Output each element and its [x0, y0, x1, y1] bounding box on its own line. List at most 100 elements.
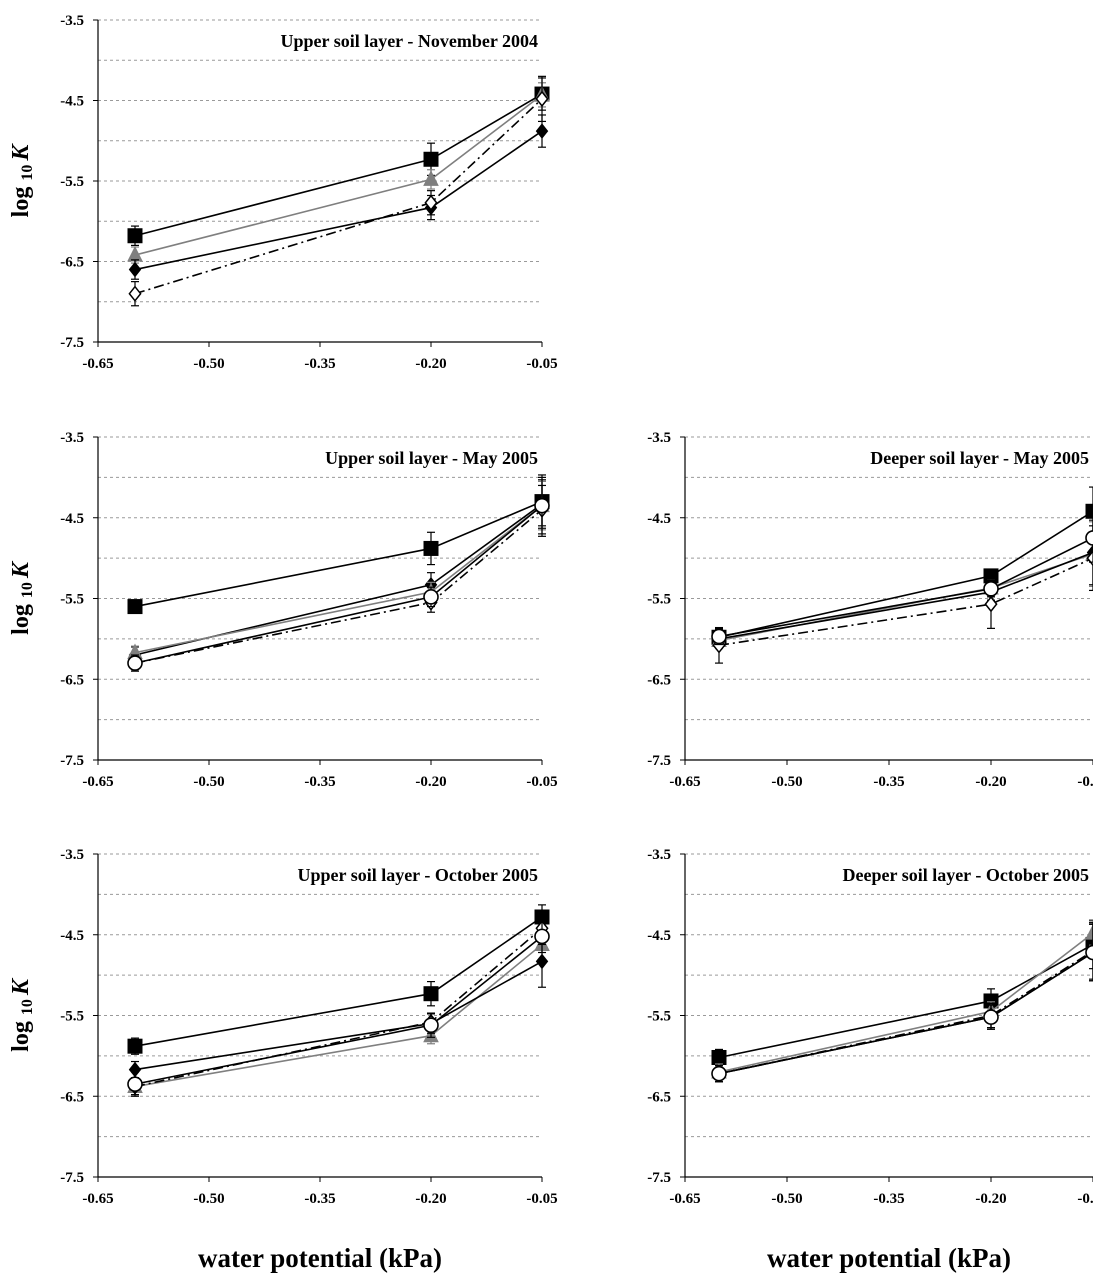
- x-tick-label: -0.35: [304, 774, 335, 790]
- y-tick-label: -7.5: [647, 1170, 671, 1186]
- diamond-marker: [535, 953, 549, 970]
- circle-marker: [423, 589, 439, 605]
- x-tick-label: -0.35: [873, 1191, 904, 1207]
- y-axis-label-main: log: [8, 598, 34, 635]
- series-open-diamond: [128, 911, 549, 1096]
- x-tick-label: -0.65: [82, 774, 113, 790]
- diamond-marker: [128, 261, 142, 278]
- x-tick-label: -0.50: [193, 774, 224, 790]
- x-tick-label: -0.20: [415, 356, 446, 372]
- series-diamond: [128, 479, 549, 664]
- x-axis-label: water potential (kPa): [198, 1243, 442, 1273]
- series-triangle: [127, 82, 550, 264]
- triangle-marker: [1085, 924, 1093, 940]
- y-axis-label-main: log: [8, 1015, 34, 1052]
- series-diamond: [128, 114, 549, 280]
- series-circle: [127, 919, 550, 1097]
- series-line: [134, 94, 543, 256]
- y-tick-label: -4.5: [60, 94, 84, 110]
- open-diamond-marker: [424, 194, 438, 211]
- x-tick-label: -0.35: [304, 356, 335, 372]
- series-triangle: [127, 927, 550, 1096]
- square-marker: [423, 151, 439, 167]
- x-tick-label: -0.65: [669, 774, 700, 790]
- chart-title: Upper soil layer - November 2004: [281, 31, 538, 51]
- series-diamond: [712, 923, 1093, 1083]
- y-tick-label: -3.5: [60, 847, 84, 863]
- x-tick-label: -0.05: [526, 774, 557, 790]
- circle-marker: [534, 928, 550, 945]
- chart-panel-p1: -3.5 -4.5 -5.5 -6.5 -7.5 -0.65 -0.50 -0.35 -0.20…: [8, 13, 558, 372]
- y-tick-label: -5.5: [647, 592, 671, 608]
- series-square: [711, 919, 1093, 1067]
- y-tick-label: -6.5: [60, 1089, 84, 1105]
- circle-marker: [1085, 944, 1093, 961]
- square-marker: [1085, 936, 1093, 952]
- x-tick-label: -0.05: [1077, 774, 1093, 790]
- x-tick-label: -0.65: [82, 356, 113, 372]
- square-marker: [423, 986, 439, 1002]
- chart-panel-p4: -3.5 -4.5 -5.5 -6.5 -7.5 -0.65 -0.50 -0.35 -0.20…: [8, 847, 558, 1273]
- square-marker: [423, 540, 439, 556]
- series-line: [134, 130, 543, 271]
- y-axis-label: log 10 K: [8, 143, 36, 218]
- y-tick-label: -3.5: [60, 430, 84, 446]
- series-circle: [127, 474, 550, 671]
- x-tick-label: -0.05: [526, 356, 557, 372]
- square-marker: [127, 228, 143, 244]
- series-line: [134, 927, 543, 1088]
- x-tick-label: -0.65: [669, 1191, 700, 1207]
- triangle-marker: [423, 170, 439, 186]
- square-marker: [127, 1038, 143, 1054]
- series-circle: [711, 513, 1093, 646]
- x-tick-label: -0.20: [415, 774, 446, 790]
- y-tick-label: -7.5: [60, 753, 84, 769]
- series-open-diamond: [128, 75, 549, 307]
- y-axis-label-main: log: [8, 181, 34, 218]
- series-line: [718, 932, 1093, 1073]
- chart-title: Deeper soil layer - October 2005: [843, 865, 1089, 885]
- series-triangle: [127, 480, 550, 660]
- circle-marker: [423, 1017, 439, 1033]
- square-marker: [127, 599, 143, 615]
- series-line: [718, 553, 1093, 642]
- series-line: [134, 916, 543, 1047]
- y-axis-label-sub: 10: [19, 995, 36, 1015]
- y-tick-label: -6.5: [647, 1089, 671, 1105]
- circle-marker: [983, 1009, 999, 1025]
- y-tick-label: -3.5: [60, 13, 84, 29]
- y-axis-label-var: K: [8, 977, 34, 996]
- circle-marker: [711, 1065, 727, 1082]
- circle-marker: [127, 1076, 143, 1092]
- y-axis-label-sub: 10: [19, 578, 36, 598]
- x-tick-label: -0.50: [193, 1191, 224, 1207]
- y-tick-label: -4.5: [60, 511, 84, 527]
- y-tick-label: -3.5: [647, 847, 671, 863]
- y-tick-label: -6.5: [647, 672, 671, 688]
- y-tick-label: -5.5: [60, 174, 84, 190]
- series-line: [718, 557, 1093, 647]
- y-tick-label: -6.5: [60, 672, 84, 688]
- y-tick-label: -4.5: [60, 928, 84, 944]
- x-tick-label: -0.50: [193, 356, 224, 372]
- y-tick-label: -7.5: [647, 753, 671, 769]
- square-marker: [711, 1049, 727, 1065]
- series-open-diamond: [128, 484, 549, 672]
- y-axis-label-var: K: [8, 560, 34, 579]
- y-tick-label: -3.5: [647, 430, 671, 446]
- series-line: [718, 943, 1093, 1059]
- y-axis-label-sub: 10: [19, 161, 36, 181]
- square-marker: [1085, 503, 1093, 519]
- x-tick-label: -0.20: [975, 774, 1006, 790]
- circle-marker: [711, 628, 727, 645]
- chart-panel-p5: -3.5 -4.5 -5.5 -6.5 -7.5 -0.65 -0.50 -0.35 -0.20…: [647, 847, 1093, 1273]
- series-line: [718, 950, 1093, 1075]
- x-tick-label: -0.50: [771, 1191, 802, 1207]
- x-tick-label: -0.05: [526, 1191, 557, 1207]
- open-diamond-marker: [128, 285, 142, 302]
- y-tick-label: -5.5: [647, 1009, 671, 1025]
- x-tick-label: -0.65: [82, 1191, 113, 1207]
- series-line: [718, 537, 1093, 638]
- chart-panel-p3: -3.5 -4.5 -5.5 -6.5 -7.5 -0.65 -0.50 -0.35 -0.20…: [647, 430, 1093, 790]
